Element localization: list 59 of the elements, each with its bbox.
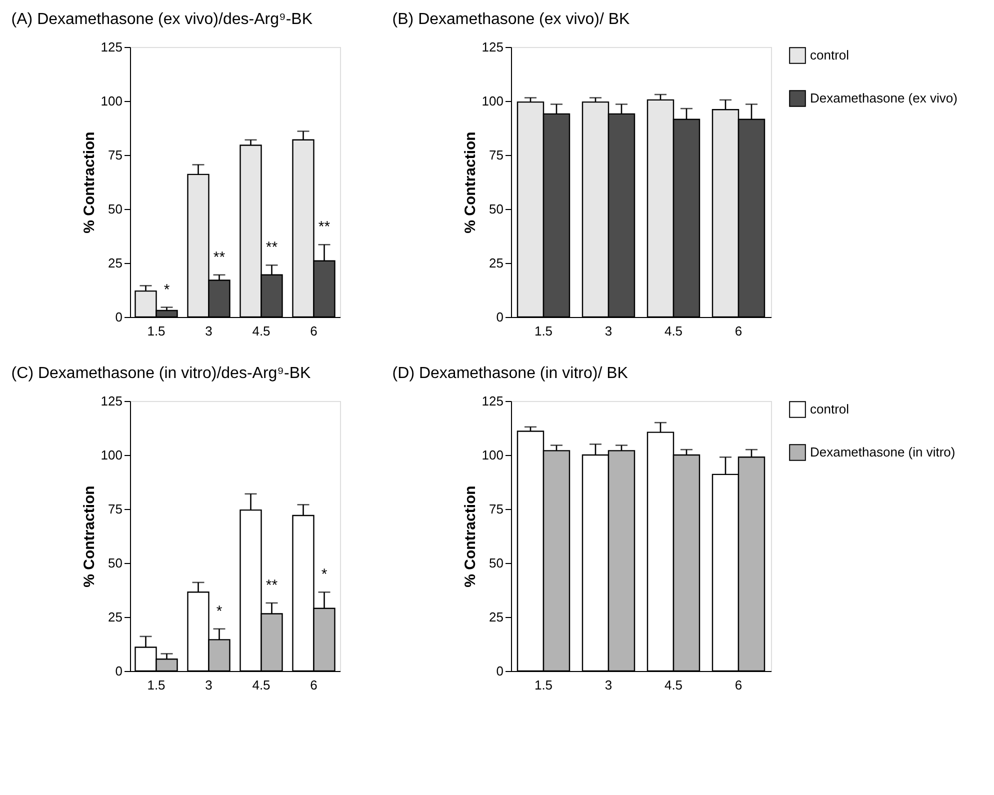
y-tick-label: 75 [108,148,122,162]
x-tick-label: 4.5 [252,678,270,692]
annotation: * [321,566,328,584]
x-tick-label: 4.5 [664,678,683,692]
x-tick-label: 6 [310,678,318,692]
x-tick-label: 1.5 [534,324,553,338]
x-tick-label: 3 [205,678,212,692]
y-tick-label: 50 [489,556,504,570]
y-tick-label: 100 [482,94,504,108]
x-tick-label: 6 [310,324,318,338]
y-tick-label: 0 [115,664,122,678]
y-tick-label: 0 [496,664,504,678]
annotation: ** [266,576,278,594]
y-tick-label: 25 [108,610,122,624]
x-tick-label: 6 [734,324,742,338]
chart-title: (A) Dexamethasone (ex vivo)/des-Arg⁹-BK [11,11,313,28]
chart-title: (D) Dexamethasone (in vitro)/ BK [392,365,628,382]
chart-title: (B) Dexamethasone (ex vivo)/ BK [392,11,630,28]
chart-title: (C) Dexamethasone (in vitro)/des-Arg⁹-BK [11,365,312,382]
y-tick-label: 100 [100,448,122,462]
y-tick-label: 100 [100,94,122,108]
annotation: ** [266,239,278,256]
x-tick-label: 4.5 [252,324,270,338]
legend-label: control [810,402,850,416]
y-tick-label: 75 [489,502,504,516]
y-tick-label: 50 [489,202,504,216]
x-tick-label: 4.5 [664,324,683,338]
y-tick-label: 25 [489,610,504,624]
y-tick-label: 0 [115,310,122,324]
annotation: * [216,602,222,620]
x-tick-label: 1.5 [534,678,553,692]
y-tick-label: 75 [489,148,504,162]
y-tick-label: 75 [108,502,122,516]
annotation: ** [318,218,330,236]
y-tick-label: 25 [108,256,122,270]
y-axis-title: % Contraction [80,486,98,588]
legend-label: Dexamethasone (ex vivo) [810,90,958,106]
y-tick-label: 125 [100,394,122,408]
x-tick-label: 6 [734,678,742,692]
y-tick-label: 50 [108,556,122,570]
y-axis-title: % Contraction [80,132,98,234]
y-axis-title: % Contraction [462,132,479,234]
x-tick-label: 3 [205,324,212,338]
y-tick-label: 50 [108,202,122,216]
annotation: ** [213,248,226,266]
y-tick-label: 25 [489,256,504,270]
x-tick-label: 3 [604,678,612,692]
legend-label: control [810,48,850,62]
legend-label: Dexamethasone (in vitro) [810,444,956,460]
y-tick-label: 125 [100,40,122,54]
annotation: * [164,281,170,298]
y-axis-title: % Contraction [462,486,479,588]
y-tick-label: 0 [496,310,504,324]
y-tick-label: 125 [482,394,504,408]
y-tick-label: 125 [482,40,504,54]
x-tick-label: 1.5 [147,678,166,692]
x-tick-label: 1.5 [147,324,166,338]
x-tick-label: 3 [604,324,612,338]
y-tick-label: 100 [482,448,504,462]
